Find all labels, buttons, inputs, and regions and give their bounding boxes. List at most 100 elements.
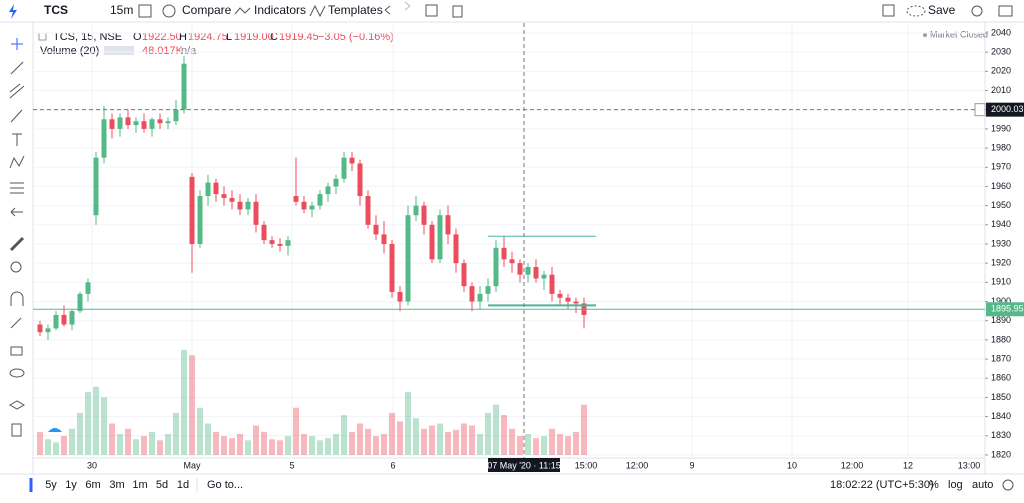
candle-body — [173, 109, 179, 122]
y-tick-label: 1880 — [991, 334, 1011, 344]
range-button[interactable]: 1y — [65, 479, 77, 491]
candle-body — [205, 182, 211, 197]
chart-type-icon[interactable] — [138, 4, 152, 18]
range-button[interactable]: 1m — [132, 479, 147, 491]
stay-drawing-tool[interactable] — [10, 317, 22, 329]
y-tick-label: 1960 — [991, 181, 1011, 191]
text-tool[interactable] — [12, 133, 22, 146]
remove-tool[interactable] — [11, 423, 22, 437]
volume-bar — [165, 434, 171, 455]
candle-body — [525, 266, 531, 275]
volume-bar — [221, 436, 227, 455]
volume-bar — [301, 434, 307, 455]
volume-bar — [141, 436, 147, 455]
percent-toggle[interactable]: % — [929, 479, 939, 491]
candle-body — [37, 324, 43, 333]
log-toggle[interactable]: log — [948, 479, 963, 491]
crosshair-tool[interactable] — [11, 38, 23, 50]
magnet-tool[interactable] — [10, 291, 24, 306]
candle-body — [397, 291, 403, 302]
o-label: O — [133, 31, 142, 43]
candle-body — [341, 157, 347, 179]
candle-body — [229, 197, 235, 202]
volume-bar — [309, 436, 315, 455]
back-tool[interactable] — [10, 207, 23, 217]
candle-body — [237, 201, 243, 210]
ruler-tool[interactable] — [9, 236, 25, 252]
auto-toggle[interactable]: auto — [972, 479, 993, 491]
clock: 18:02:22 (UTC+5:30) — [830, 479, 934, 491]
volume-bar — [453, 429, 459, 455]
crosshair-price-box — [986, 102, 1024, 117]
undo[interactable] — [384, 5, 391, 15]
volume-bar — [421, 428, 427, 455]
hide-tool[interactable] — [9, 368, 25, 378]
pitchfork-tool[interactable] — [9, 83, 25, 99]
symbol[interactable]: TCS — [44, 3, 68, 17]
indicators[interactable]: Indicators — [254, 3, 306, 17]
h-label: H — [179, 31, 187, 43]
delete[interactable] — [452, 5, 463, 18]
logo[interactable] — [9, 4, 17, 19]
candle-body — [301, 201, 307, 210]
candle-body — [245, 201, 251, 210]
candle-body — [469, 286, 475, 302]
camera[interactable] — [998, 5, 1013, 17]
volume-bar — [581, 404, 587, 455]
settings[interactable] — [971, 5, 983, 17]
range-button[interactable]: 5y — [45, 479, 57, 491]
object-tree[interactable] — [8, 400, 26, 410]
goto[interactable]: Go to... — [207, 479, 243, 491]
prediction-tool[interactable] — [10, 182, 24, 194]
interval[interactable]: 15m — [110, 3, 133, 17]
volume-bar — [293, 407, 299, 455]
x-tick-label: 13:00 — [958, 460, 981, 470]
candle-body — [557, 293, 563, 298]
compare-icon[interactable] — [162, 4, 176, 18]
lock-tool[interactable] — [10, 346, 23, 356]
volume-label: Volume (20) — [40, 45, 99, 57]
redo[interactable] — [404, 1, 411, 11]
legend-symbol: TCS — [53, 31, 75, 43]
range-button[interactable]: 1d — [177, 479, 189, 491]
pattern-tool[interactable] — [9, 155, 25, 169]
volume-bar — [565, 436, 571, 455]
candle-body — [101, 119, 107, 158]
indicators-icon[interactable] — [234, 7, 251, 15]
fullscreen[interactable] — [882, 4, 895, 17]
volume-bar — [541, 436, 547, 455]
candle-body — [485, 286, 491, 294]
brush-tool[interactable] — [10, 109, 23, 123]
study-controls[interactable] — [104, 46, 134, 55]
trend-line-tool[interactable] — [10, 61, 24, 75]
volume-bar — [61, 436, 67, 455]
y-tick-label: 1860 — [991, 373, 1011, 383]
cloud-icon[interactable] — [906, 5, 926, 17]
compare[interactable]: Compare — [182, 3, 232, 17]
axis-settings[interactable] — [1002, 479, 1014, 491]
templates-icon[interactable] — [309, 4, 326, 18]
volume-bar — [149, 431, 155, 455]
candle-body — [349, 157, 355, 164]
templates[interactable]: Templates — [328, 3, 383, 17]
range-button[interactable]: 5d — [156, 479, 168, 491]
snapshot-check[interactable] — [425, 4, 438, 17]
volume-bar — [365, 428, 371, 455]
candle-body — [61, 314, 67, 325]
x-tick-label: 6 — [390, 460, 395, 470]
volume-bar — [269, 439, 275, 455]
candle-body — [453, 234, 459, 264]
candle-body — [421, 205, 427, 225]
zoom-tool[interactable] — [10, 261, 22, 273]
range-button[interactable]: 6m — [85, 479, 100, 491]
y-tick-label: 1840 — [991, 411, 1011, 421]
x-tick-label: 12:00 — [626, 460, 649, 470]
y-tick-label: 2040 — [991, 27, 1011, 37]
candle-body — [493, 247, 499, 287]
save[interactable]: Save — [928, 3, 956, 17]
candle-body — [389, 243, 395, 292]
range-button[interactable]: 3m — [109, 479, 124, 491]
volume-bar — [485, 413, 491, 455]
volume-bar — [69, 428, 75, 455]
legend-info: , 15, NSE — [75, 31, 122, 43]
